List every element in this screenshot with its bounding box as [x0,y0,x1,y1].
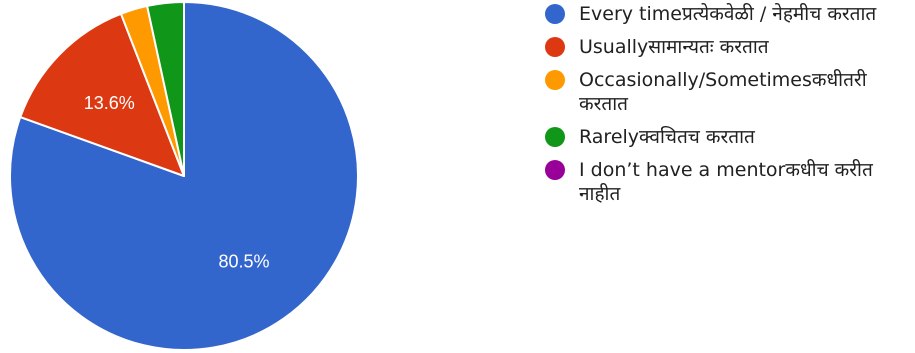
legend-swatch-2 [545,70,565,90]
legend-item-3: Rarelyक्वचितच करतात [545,125,910,149]
legend-swatch-0 [545,4,565,24]
pie-slice-3 [146,1,185,177]
pie-slice-1 [19,12,185,177]
legend-label-4: I don’t have a mentorकधीच करीत नाहीत [579,159,873,205]
slice-label-1: 13.6% [84,93,135,113]
legend-item-4: I don’t have a mentorकधीच करीत नाहीत [545,158,910,206]
legend-swatch-1 [545,37,565,57]
legend-item-2: Occasionally/Sometimesकधीतरी करतात [545,68,910,116]
legend-item-1: Usuallyसामान्यतः करतात [545,35,910,59]
legend-swatch-4 [545,160,565,180]
pie-chart: 80.5% 13.6% [9,1,359,351]
legend-label-3: Rarelyक्वचितच करतात [579,126,755,148]
chart-legend: Every timeप्रत्येकवेळी / नेहमीच करतात Usu… [545,2,910,215]
legend-label-2: Occasionally/Sometimesकधीतरी करतात [579,69,867,115]
legend-swatch-3 [545,127,565,147]
slice-label-0: 80.5% [219,251,270,271]
legend-label-1: Usuallyसामान्यतः करतात [579,36,769,58]
legend-item-0: Every timeप्रत्येकवेळी / नेहमीच करतात [545,2,910,26]
legend-label-0: Every timeप्रत्येकवेळी / नेहमीच करतात [579,3,877,25]
